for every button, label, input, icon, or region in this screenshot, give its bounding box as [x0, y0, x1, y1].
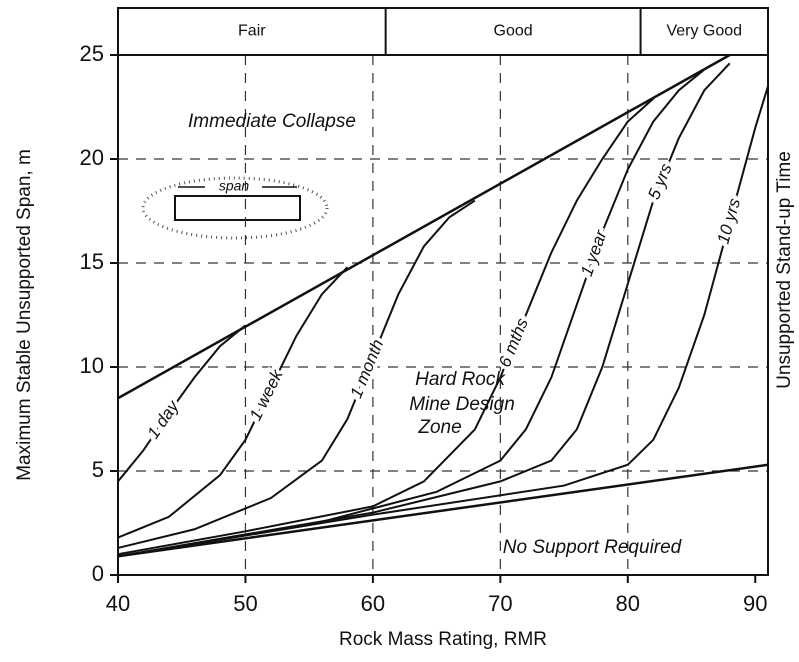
curve-label: 1 day	[143, 396, 183, 442]
y-tick-label: 20	[80, 145, 104, 170]
plot-frame	[118, 8, 768, 575]
x-tick-label: 40	[106, 591, 130, 616]
annotation: Zone	[417, 417, 461, 438]
y2-axis-title: Unsupported Stand-up Time	[774, 151, 795, 389]
x-axis-title: Rock Mass Rating, RMR	[339, 629, 547, 650]
stand-up-curve	[118, 267, 347, 537]
annotation: Hard Rock	[415, 369, 506, 390]
x-tick-label: 80	[616, 591, 640, 616]
rating-class-label: Very Good	[666, 23, 742, 40]
boundary-line	[118, 55, 730, 398]
opening	[175, 196, 300, 220]
curve-label: 10 yrs	[714, 196, 745, 246]
chart: Rock Mass Rating, RMR Maximum Stable Uns…	[0, 0, 799, 662]
annotation: No Support Required	[503, 537, 683, 558]
y-tick-label: 0	[92, 561, 104, 586]
y-tick-label: 15	[80, 249, 104, 274]
y-axis-title: Maximum Stable Unsupported Span, m	[14, 149, 35, 481]
x-tick-label: 70	[488, 591, 512, 616]
x-tick-label: 50	[233, 591, 257, 616]
x-tick-label: 60	[361, 591, 385, 616]
stand-up-curve	[118, 325, 245, 481]
x-tick-label: 90	[743, 591, 767, 616]
span-label: span	[219, 178, 250, 194]
annotation: Mine Design	[409, 394, 515, 415]
curve-label: 6 mths	[495, 315, 532, 370]
curve-label: 1 week	[246, 365, 287, 423]
curve-label: 5 yrs	[644, 160, 676, 202]
stand-up-curve	[118, 70, 704, 557]
rating-class-label: Fair	[238, 23, 266, 40]
y-tick-label: 10	[80, 353, 104, 378]
rating-class-label: Good	[494, 23, 533, 40]
annotation: Immediate Collapse	[188, 111, 356, 132]
y-tick-label: 5	[92, 457, 104, 482]
y-tick-label: 25	[80, 41, 104, 66]
curve-label: 1 month	[346, 337, 387, 401]
curve-label: 1 year	[577, 227, 611, 279]
